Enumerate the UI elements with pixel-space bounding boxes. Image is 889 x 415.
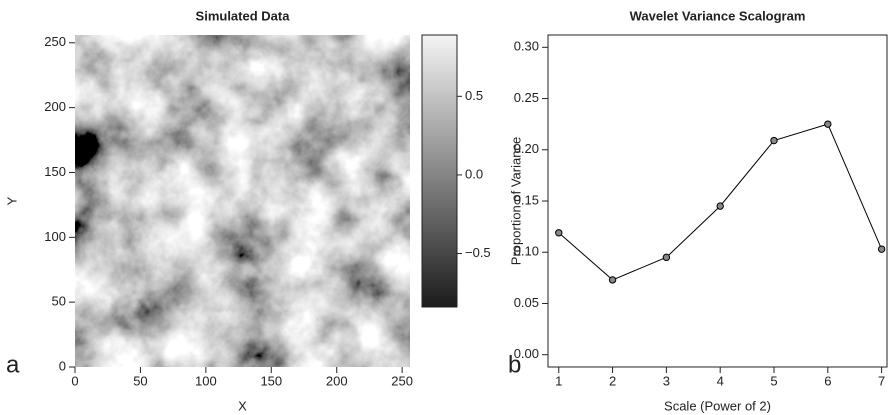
- x-tick-label: 100: [195, 373, 217, 388]
- point: [662, 253, 671, 262]
- y-tick-label: 0: [59, 358, 66, 373]
- point: [716, 202, 724, 210]
- x-tick-label: 200: [326, 373, 348, 388]
- x-tick-label: 4: [717, 373, 724, 388]
- point: [555, 229, 563, 237]
- y-tick-label: 100: [44, 229, 66, 244]
- y-tick-label: 0.25: [514, 90, 539, 105]
- y-tick-label: 200: [44, 99, 66, 114]
- x-tick-label: 1: [555, 373, 562, 388]
- colorbar-tick-label: 0.0: [465, 166, 483, 181]
- chart-title: Wavelet Variance Scalogram: [630, 8, 806, 23]
- panel-label: b: [508, 351, 521, 378]
- x-axis-label: Scale (Power of 2): [664, 398, 771, 413]
- colorbar: [421, 34, 458, 308]
- colorbar-tick-label: −0.5: [465, 245, 491, 260]
- y-tick-label: 50: [52, 294, 66, 309]
- y-axis-label: Proportion of Variance: [508, 137, 523, 265]
- x-tick-label: 250: [391, 373, 413, 388]
- x-tick-label: 7: [878, 373, 885, 388]
- point: [770, 136, 778, 145]
- point: [824, 120, 832, 128]
- x-tick-label: 150: [260, 373, 282, 388]
- x-axis-label: X: [238, 398, 247, 413]
- y-tick-label: 0.20: [514, 141, 539, 156]
- y-axis-label: Y: [4, 196, 19, 205]
- x-tick-label: 0: [71, 373, 78, 388]
- x-tick-label: 5: [770, 373, 777, 388]
- colorbar-tick-label: 0.5: [465, 88, 483, 103]
- x-tick-label: 6: [824, 373, 831, 388]
- y-tick-label: 250: [44, 34, 66, 49]
- y-tick-label: 150: [44, 164, 66, 179]
- chart-title: Simulated Data: [196, 8, 291, 23]
- y-tick-label: 0.00: [514, 346, 539, 361]
- line: [558, 123, 883, 281]
- point: [608, 276, 617, 284]
- heatmap-image: [75, 35, 410, 367]
- y-tick-label: 0.05: [514, 295, 539, 310]
- x-tick-label: 50: [133, 373, 147, 388]
- x-tick-label: 2: [609, 373, 616, 388]
- y-tick-label: 0.30: [514, 39, 539, 54]
- panel-label: a: [6, 351, 20, 378]
- y-tick-label: 0.15: [514, 192, 539, 207]
- y-tick-label: 0.10: [514, 244, 539, 259]
- x-tick-label: 3: [663, 373, 670, 388]
- plot-frame: [547, 34, 888, 368]
- point: [877, 245, 886, 253]
